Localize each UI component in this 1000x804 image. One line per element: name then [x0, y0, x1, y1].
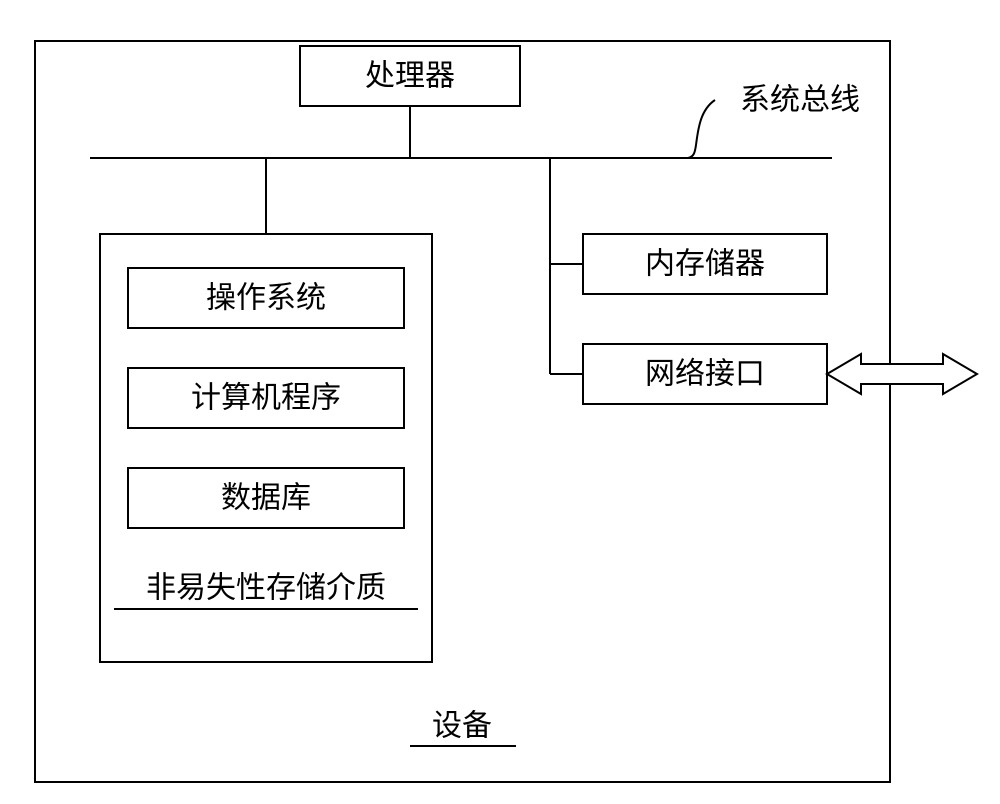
device-outer-box — [35, 41, 890, 782]
processor-label: 处理器 — [365, 60, 455, 93]
network-interface-label: 网络接口 — [645, 358, 765, 391]
nonvolatile-storage-label: 非易失性存储介质 — [146, 572, 386, 605]
database-label: 数据库 — [221, 482, 311, 515]
internal-storage-label: 内存储器 — [645, 248, 765, 281]
device-label: 设备 — [432, 710, 492, 743]
operating-system-label: 操作系统 — [206, 282, 326, 315]
system-bus-label: 系统总线 — [740, 84, 860, 117]
system-bus-pointer — [688, 100, 715, 158]
double-arrow-icon — [827, 354, 977, 394]
computer-program-label: 计算机程序 — [191, 382, 341, 415]
